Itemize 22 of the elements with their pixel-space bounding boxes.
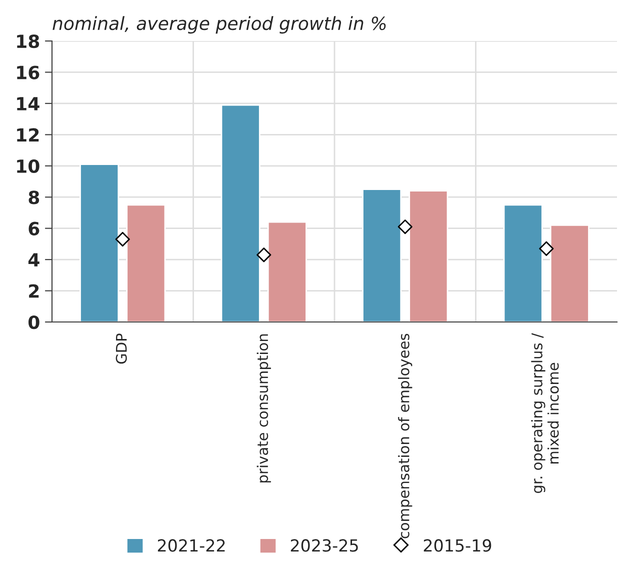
point — [398, 219, 412, 234]
x-tick-label: gr. operating surplus / mixed income — [531, 333, 559, 494]
y-tick-label: 10 — [17, 159, 40, 174]
legend-label: 2023-25 — [290, 539, 358, 552]
point — [115, 232, 130, 247]
y-tick-label: 6 — [28, 222, 40, 236]
y-tick-label: 0 — [28, 315, 40, 330]
point — [256, 248, 272, 262]
y-tick-label: 2 — [29, 284, 39, 298]
x-tick-label: private consumption — [256, 334, 271, 482]
y-tick-label: 16 — [17, 66, 40, 80]
y-tick-label: 14 — [17, 97, 40, 110]
x-tick-label: compensation of employees — [398, 334, 412, 538]
legend-label: 2015-19 — [424, 539, 492, 552]
y-tick-label: 4 — [28, 253, 40, 266]
y-tick-label: 18 — [17, 34, 40, 48]
point — [539, 241, 554, 256]
legend-label: 2021-22 — [158, 539, 225, 552]
x-tick-label: GDP — [116, 334, 127, 364]
y-tick-label: 8 — [28, 190, 40, 204]
chart-title: nominal, average period growth in % — [52, 16, 386, 34]
y-tick-label: 12 — [17, 128, 39, 142]
